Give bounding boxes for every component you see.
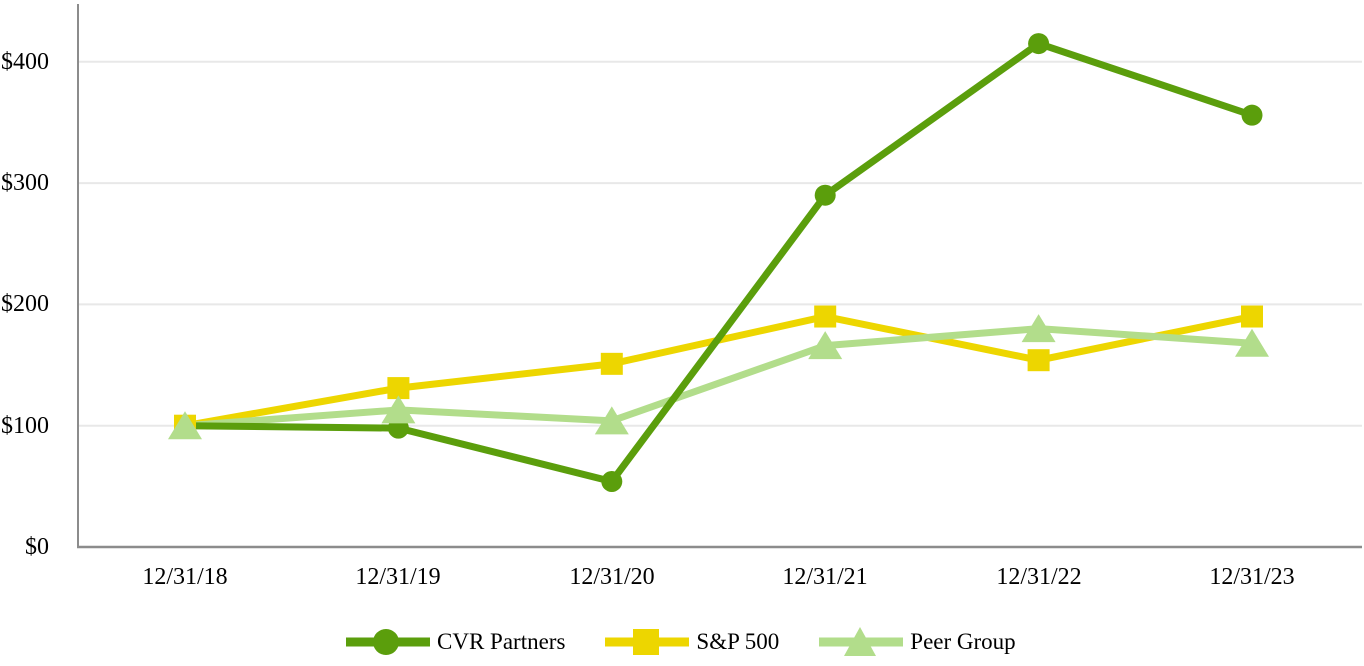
y-axis-tick-label: $300 xyxy=(1,170,49,196)
chart-legend: CVR Partners S&P 500 Peer Group xyxy=(346,624,1016,660)
x-axis-tick-label: 12/31/18 xyxy=(142,564,228,590)
x-axis-tick-label: 12/31/21 xyxy=(782,564,868,590)
legend-label: CVR Partners xyxy=(437,629,566,654)
x-axis-tick-label: 12/31/22 xyxy=(996,564,1082,590)
legend-label: S&P 500 xyxy=(696,629,780,654)
chart-plot-area xyxy=(77,4,1362,549)
y-axis-tick-label: $0 xyxy=(25,534,49,560)
circle-marker-icon xyxy=(346,629,430,655)
y-axis-tick-label: $200 xyxy=(1,291,49,317)
x-axis-tick-label: 12/31/19 xyxy=(355,564,441,590)
square-marker-icon xyxy=(605,629,690,655)
legend-label: Peer Group xyxy=(910,629,1016,654)
legend-item-sp-500: S&P 500 xyxy=(605,626,779,658)
legend-item-cvr-partners: CVR Partners xyxy=(346,626,565,658)
y-axis-tick-label: $100 xyxy=(1,413,49,439)
triangle-marker-icon xyxy=(819,627,904,656)
x-axis-tick-label: 12/31/23 xyxy=(1209,564,1295,590)
x-axis-tick-label: 12/31/20 xyxy=(569,564,655,590)
y-axis-tick-label: $400 xyxy=(1,49,49,75)
legend-item-peer-group: Peer Group xyxy=(819,626,1016,658)
